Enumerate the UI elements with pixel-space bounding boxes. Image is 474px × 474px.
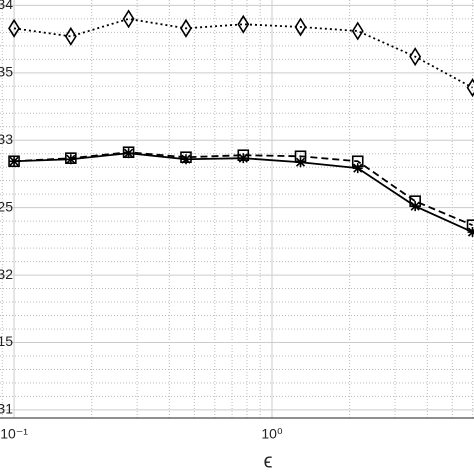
marker — [294, 17, 307, 37]
y-tick-label: 0.335 — [0, 64, 13, 80]
x-tick-label: 10⁰ — [261, 426, 283, 442]
series-line — [14, 151, 473, 227]
marker — [351, 21, 364, 41]
y-tick-label: 0.325 — [0, 198, 13, 214]
marker — [65, 154, 76, 165]
marker — [295, 157, 306, 168]
marker — [466, 78, 474, 98]
marker — [352, 163, 363, 174]
marker — [467, 227, 474, 238]
y-tick-label: 0.31 — [0, 401, 13, 417]
y-tick-label: 0.34 — [0, 0, 13, 12]
marker — [123, 148, 134, 159]
marker — [8, 18, 21, 38]
marker — [9, 156, 20, 167]
marker — [180, 154, 191, 165]
x-tick-label: 10⁻¹ — [0, 426, 28, 442]
marker — [180, 18, 192, 38]
marker — [409, 47, 422, 67]
marker — [237, 14, 250, 34]
y-tick-label: 0.315 — [0, 333, 13, 349]
y-tick-label: 0.32 — [0, 266, 13, 282]
marker — [410, 201, 421, 212]
y-tick-label: 0.33 — [0, 131, 13, 147]
x-axis-label: ϵ — [264, 450, 273, 472]
marker — [122, 9, 135, 29]
marker — [238, 153, 249, 164]
series-line — [13, 17, 473, 89]
marker — [64, 26, 77, 46]
